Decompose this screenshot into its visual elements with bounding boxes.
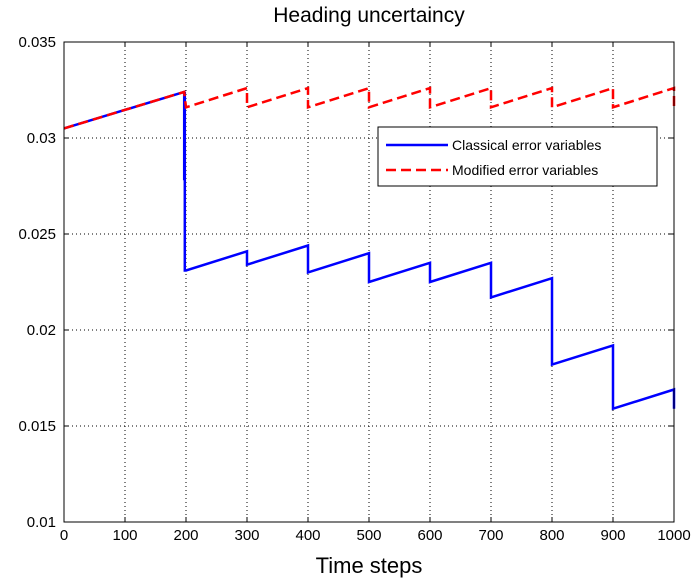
series-line-1 — [63, 90, 676, 411]
y-tick-label: 0.025 — [18, 226, 56, 243]
chart-title: Heading uncertaincy — [273, 4, 465, 27]
y-tick-label: 0.03 — [27, 130, 56, 147]
x-tick-label: 600 — [417, 527, 442, 544]
x-tick-label: 100 — [112, 527, 137, 544]
legend-label-2: Modified error variables — [452, 162, 598, 178]
legend-label-1: Classical error variables — [452, 137, 601, 153]
x-tick-label: 200 — [173, 527, 198, 544]
legend: Classical error variables Modified error … — [377, 126, 658, 187]
y-tick-label: 0.02 — [27, 322, 56, 339]
series-line-2 — [63, 86, 676, 130]
series-group — [63, 86, 676, 411]
y-tick-label: 0.015 — [18, 418, 56, 435]
x-tick-label: 0 — [60, 527, 68, 544]
x-tick-label: 300 — [234, 527, 259, 544]
x-axis-label: Time steps — [316, 553, 423, 578]
x-tick-label: 900 — [600, 527, 625, 544]
y-tick-label: 0.01 — [27, 514, 56, 531]
y-tick-label: 0.035 — [18, 34, 56, 51]
legend-box — [377, 126, 658, 187]
x-tick-label: 500 — [356, 527, 381, 544]
axis-ticks: 0 100 200 300 400 500 600 700 800 900 1000 0.01 0.01… — [18, 34, 690, 544]
x-tick-label: 800 — [539, 527, 564, 544]
x-tick-label: 400 — [295, 527, 320, 544]
x-tick-label: 1000 — [657, 527, 690, 544]
x-tick-label: 700 — [478, 527, 503, 544]
